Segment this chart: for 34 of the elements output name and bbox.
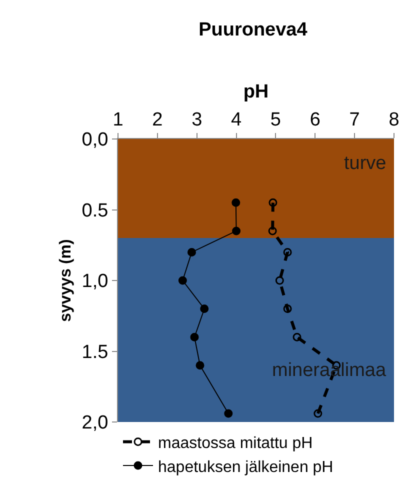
band-label: turve <box>344 153 386 174</box>
y-axis-title: syvyys (m) <box>58 239 75 322</box>
x-tick-label: 3 <box>192 109 202 130</box>
point <box>232 198 240 207</box>
point <box>314 409 322 418</box>
y-tick-label: 0.5 <box>82 200 108 222</box>
legend-label: hapetuksen jälkeinen pH <box>158 458 334 476</box>
point <box>268 226 277 236</box>
x-tick-label: 4 <box>231 109 242 130</box>
y-tick-label: 1.5 <box>82 342 108 363</box>
x-tick-label: 1 <box>112 109 124 130</box>
point <box>232 226 241 236</box>
point <box>187 248 196 256</box>
point <box>292 332 302 342</box>
point <box>178 276 187 285</box>
legend-label: maastossa mitattu pH <box>158 434 313 452</box>
x-tick-label: 7 <box>349 109 360 130</box>
point <box>275 276 284 285</box>
y-tick-label: 2,0 <box>82 412 108 434</box>
point <box>200 304 209 314</box>
x-axis-title: pH <box>243 81 269 102</box>
y-tick-label: 1,0 <box>82 271 108 292</box>
x-tick-label: 2 <box>152 109 163 130</box>
chart-title: Puuroneva4 <box>198 20 308 41</box>
x-tick-label: 5 <box>270 109 281 130</box>
x-tick-label: 8 <box>388 109 400 130</box>
point <box>224 409 233 418</box>
x-tick-label: 6 <box>310 109 320 130</box>
point <box>196 361 204 370</box>
point <box>190 332 199 342</box>
y-tick-label: 0,0 <box>82 130 108 151</box>
point <box>283 248 292 256</box>
point <box>283 304 292 314</box>
point <box>268 198 278 207</box>
